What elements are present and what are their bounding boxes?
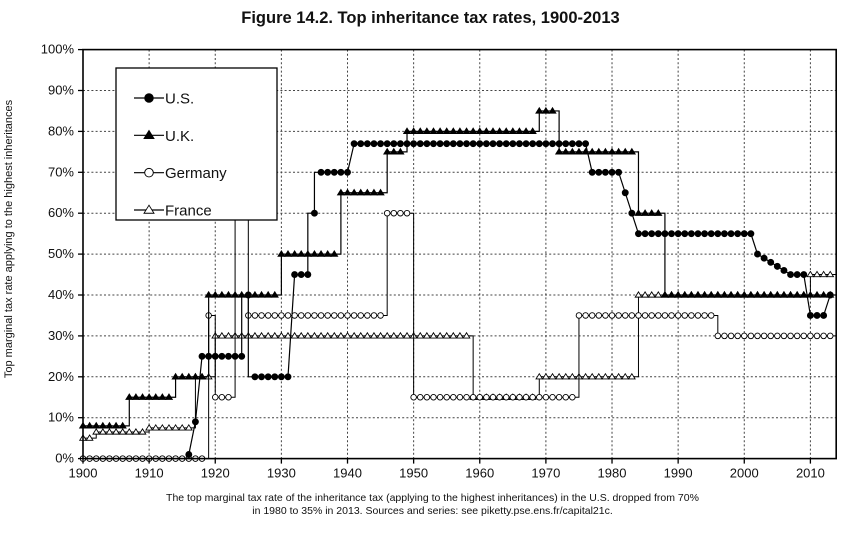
svg-text:50%: 50% — [48, 246, 74, 261]
svg-text:100%: 100% — [41, 42, 75, 57]
svg-text:1920: 1920 — [201, 466, 230, 481]
svg-text:70%: 70% — [48, 164, 74, 179]
svg-text:90%: 90% — [48, 83, 74, 98]
svg-text:1980: 1980 — [598, 466, 627, 481]
svg-text:1990: 1990 — [664, 466, 693, 481]
svg-text:1930: 1930 — [267, 466, 296, 481]
svg-text:30%: 30% — [48, 328, 74, 343]
svg-text:1950: 1950 — [399, 466, 428, 481]
svg-text:2010: 2010 — [796, 466, 825, 481]
svg-text:1970: 1970 — [531, 466, 560, 481]
svg-text:1900: 1900 — [69, 466, 98, 481]
svg-text:80%: 80% — [48, 123, 74, 138]
svg-text:Top marginal tax rate applying: Top marginal tax rate applying to the hi… — [3, 99, 15, 378]
svg-text:France: France — [165, 203, 212, 220]
svg-text:0%: 0% — [55, 451, 74, 466]
svg-text:U.K.: U.K. — [165, 128, 194, 145]
svg-text:1960: 1960 — [465, 466, 494, 481]
svg-text:Germany: Germany — [165, 165, 227, 182]
svg-text:1910: 1910 — [135, 466, 164, 481]
svg-text:20%: 20% — [48, 369, 74, 384]
svg-text:60%: 60% — [48, 205, 74, 220]
svg-text:10%: 10% — [48, 410, 74, 425]
svg-text:2000: 2000 — [730, 466, 759, 481]
svg-text:U.S.: U.S. — [165, 91, 194, 108]
svg-text:40%: 40% — [48, 287, 74, 302]
svg-text:1940: 1940 — [333, 466, 362, 481]
